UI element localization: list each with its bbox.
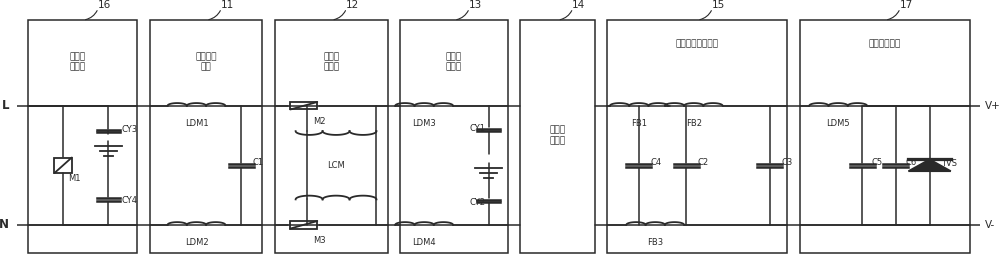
Text: C2: C2 (698, 158, 709, 167)
Text: LDM4: LDM4 (412, 238, 436, 247)
Text: FB1: FB1 (631, 119, 647, 128)
Text: 第一防护
模块: 第一防护 模块 (195, 52, 217, 72)
Text: C1: C1 (253, 158, 264, 167)
Text: C3: C3 (781, 158, 793, 167)
Text: 17: 17 (899, 1, 913, 10)
Text: CY3: CY3 (122, 125, 138, 134)
Text: 电源转
换模块: 电源转 换模块 (549, 125, 566, 145)
Text: FB2: FB2 (686, 119, 702, 128)
Text: 14: 14 (572, 1, 585, 10)
Polygon shape (908, 160, 951, 171)
Text: LDM2: LDM2 (185, 238, 208, 247)
Text: V+: V+ (984, 101, 1000, 111)
Text: M2: M2 (313, 117, 326, 126)
Text: 第三防
护模块: 第三防 护模块 (70, 52, 86, 72)
Text: LDM1: LDM1 (185, 119, 208, 128)
Text: 13: 13 (469, 1, 482, 10)
Text: 11: 11 (221, 1, 234, 10)
Text: C5: C5 (872, 158, 883, 167)
Text: FB3: FB3 (647, 238, 663, 247)
Text: C4: C4 (650, 158, 662, 167)
Text: LDM5: LDM5 (826, 119, 850, 128)
Text: LDM3: LDM3 (412, 119, 436, 128)
Text: 第二防
护模块: 第二防 护模块 (446, 52, 462, 72)
Text: M3: M3 (313, 236, 326, 245)
Text: LCM: LCM (327, 161, 345, 170)
Text: TVS: TVS (941, 160, 957, 169)
Text: 12: 12 (346, 1, 359, 10)
Text: M1: M1 (68, 174, 80, 183)
Text: 15: 15 (712, 1, 725, 10)
Text: CY2: CY2 (469, 197, 485, 207)
Text: L: L (2, 99, 9, 112)
Text: CY4: CY4 (122, 196, 138, 205)
Text: 16: 16 (97, 1, 111, 10)
Text: N: N (0, 218, 9, 231)
Text: 共模滤
波模块: 共模滤 波模块 (323, 52, 339, 72)
Text: 低通滤波模块: 低通滤波模块 (869, 39, 901, 48)
Text: V-: V- (984, 220, 995, 230)
Text: C6: C6 (906, 158, 917, 167)
Text: CY1: CY1 (469, 124, 485, 133)
Text: 干扰噪声滤波模块: 干扰噪声滤波模块 (676, 39, 719, 48)
